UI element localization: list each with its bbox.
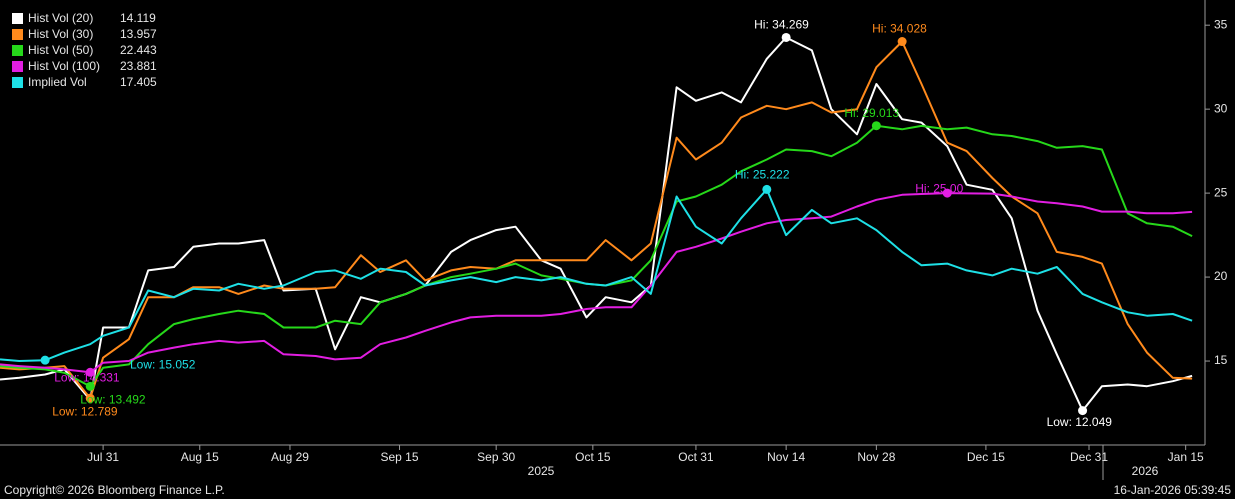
- y-tick-label: 30: [1214, 101, 1228, 115]
- legend-swatch: [12, 61, 23, 72]
- annotation-dot: [1078, 406, 1088, 416]
- x-tick-label: Nov 28: [857, 450, 895, 464]
- annotation-dot: [85, 393, 95, 403]
- series-line: [0, 188, 1193, 362]
- x-tick-label: Dec 31: [1070, 450, 1108, 464]
- annotation-label: Hi: 25.222: [735, 168, 790, 182]
- legend-label: Implied Vol: [28, 75, 87, 89]
- annotation-dot: [85, 381, 95, 391]
- legend-label: Hist Vol (30): [28, 27, 93, 41]
- legend-value: 22.443: [120, 43, 157, 57]
- annotation-dot: [85, 367, 95, 377]
- footer-copyright: Copyright© 2026 Bloomberg Finance L.P.: [4, 483, 225, 497]
- y-tick-label: 15: [1214, 353, 1228, 367]
- series-line: [0, 40, 1193, 400]
- x-tick-label: Jul 31: [87, 450, 119, 464]
- series-line: [0, 192, 1193, 374]
- footer-timestamp: 16-Jan-2026 05:39:45: [1114, 483, 1232, 497]
- x-tick-label: Jan 15: [1168, 450, 1204, 464]
- legend-value: 23.881: [120, 59, 157, 73]
- y-tick-label: 20: [1214, 269, 1228, 283]
- legend-swatch: [12, 77, 23, 88]
- annotation-dot: [897, 37, 907, 47]
- annotation-label: Hi: 25.00: [915, 181, 963, 195]
- legend-value: 14.119: [120, 11, 156, 25]
- x-tick-label: Sep 30: [477, 450, 515, 464]
- x-tick-label: Oct 15: [575, 450, 611, 464]
- y-tick-label: 35: [1214, 17, 1228, 31]
- x-tick-label: Dec 15: [967, 450, 1005, 464]
- legend-swatch: [12, 13, 23, 24]
- annotation-dot: [942, 188, 952, 198]
- year-label: 2026: [1132, 464, 1159, 478]
- x-tick-label: Aug 29: [271, 450, 309, 464]
- annotation-dot: [781, 32, 791, 42]
- annotation-label: Low: 15.052: [130, 357, 196, 371]
- annotation-dot: [871, 121, 881, 131]
- x-tick-label: Aug 15: [181, 450, 219, 464]
- annotation-label: Hi: 34.028: [872, 22, 927, 36]
- legend-value: 17.405: [120, 75, 157, 89]
- legend-box: [4, 8, 164, 94]
- annotation-dot: [762, 184, 772, 194]
- annotation-dot: [40, 355, 50, 365]
- annotation-label: Low: 13.492: [80, 393, 146, 407]
- legend-label: Hist Vol (100): [28, 59, 100, 73]
- annotation-label: Hi: 34.269: [754, 18, 809, 32]
- legend-swatch: [12, 45, 23, 56]
- legend-value: 13.957: [120, 27, 157, 41]
- legend-label: Hist Vol (20): [28, 11, 93, 25]
- series-line: [0, 36, 1193, 412]
- legend-label: Hist Vol (50): [28, 43, 93, 57]
- annotation-label: Low: 14.331: [54, 370, 120, 384]
- x-tick-label: Nov 14: [767, 450, 805, 464]
- x-tick-label: Sep 15: [380, 450, 418, 464]
- annotation-label: Low: 12.049: [1047, 415, 1113, 429]
- y-tick-label: 25: [1214, 185, 1228, 199]
- annotation-label: Hi: 29.013: [844, 106, 899, 120]
- legend-swatch: [12, 29, 23, 40]
- x-tick-label: Oct 31: [678, 450, 714, 464]
- year-label: 2025: [528, 464, 555, 478]
- annotation-label: Low: 12.789: [52, 404, 118, 418]
